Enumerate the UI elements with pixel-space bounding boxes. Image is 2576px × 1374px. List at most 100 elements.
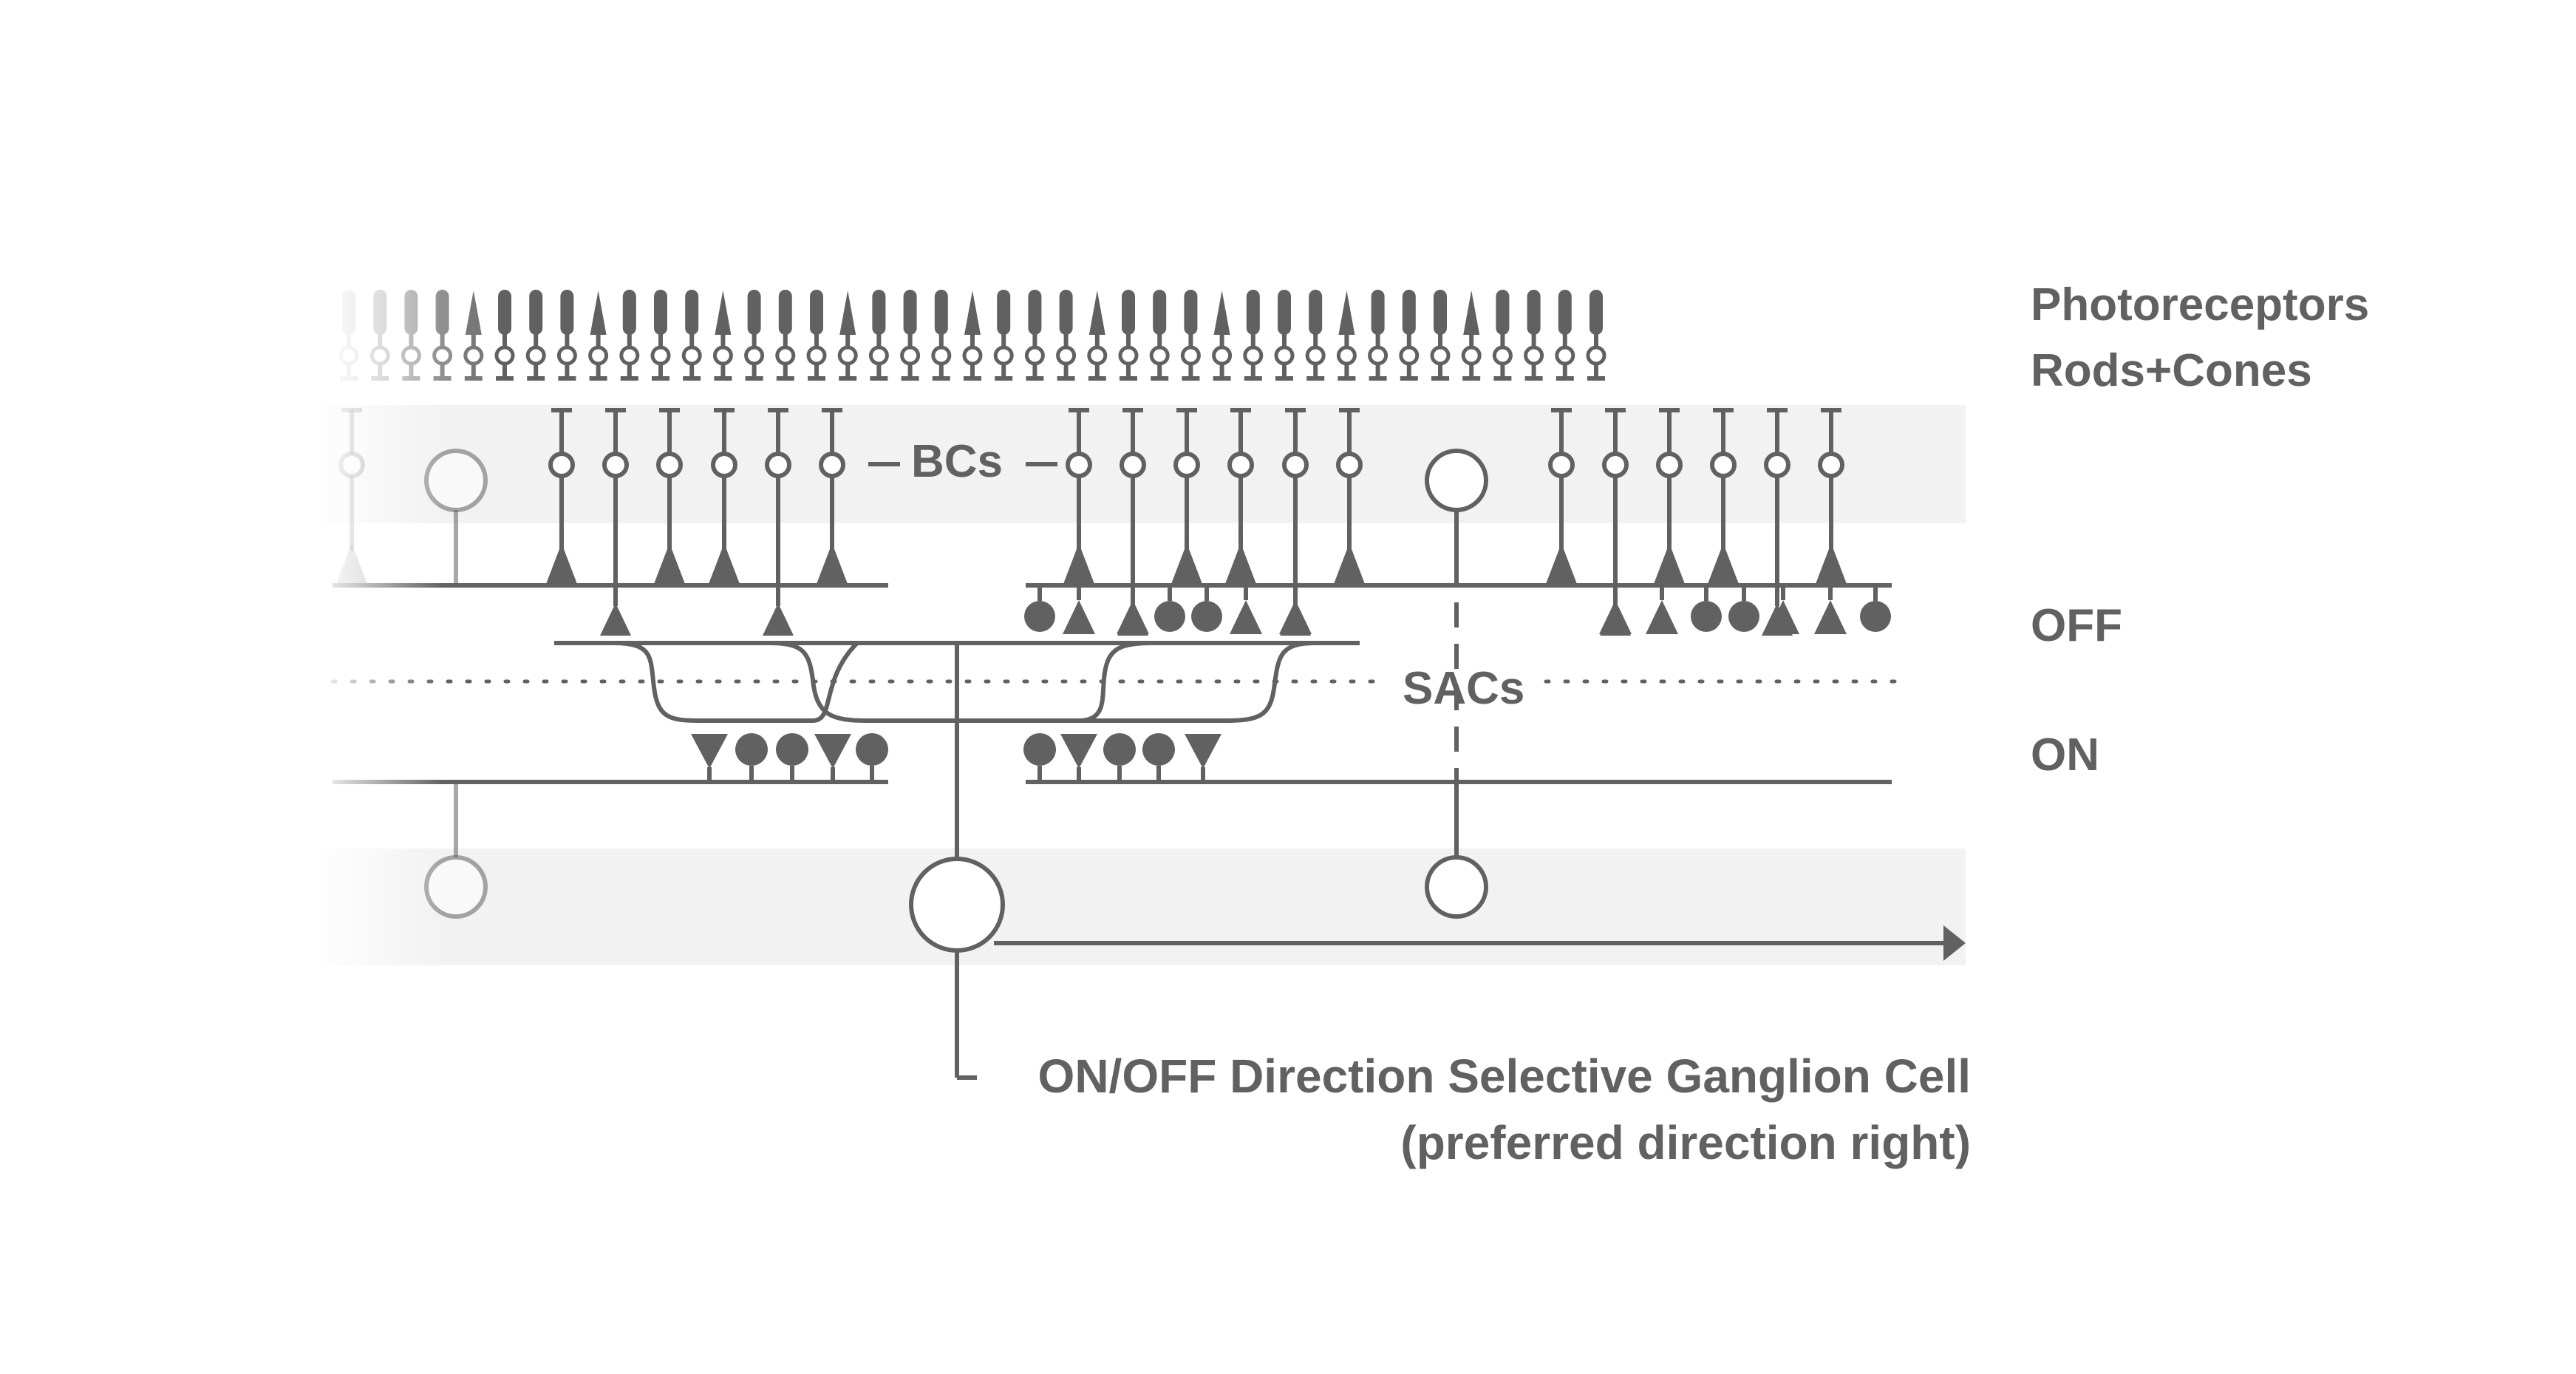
rod-outer-segment: [622, 290, 636, 335]
rod-outer-segment: [1153, 290, 1167, 335]
photoreceptor: [900, 290, 921, 381]
photoreceptor-soma: [1243, 345, 1264, 366]
bc-soma: [548, 452, 575, 478]
photoreceptor: [1461, 290, 1482, 381]
photoreceptor-soma: [556, 345, 577, 366]
rods-cones-label: Rods+Cones: [2031, 345, 2312, 396]
synapse-circle: [856, 733, 888, 766]
photoreceptor-soma: [1305, 345, 1326, 366]
dsgc-curve: [613, 641, 859, 723]
photoreceptor-soma: [1555, 345, 1575, 366]
rod-outer-segment: [810, 290, 823, 335]
off-bc-terminal-triangle: [1708, 543, 1739, 584]
bc-soma: [1818, 452, 1844, 478]
photoreceptor: [588, 290, 609, 381]
rod-outer-segment: [1059, 290, 1073, 335]
rod-outer-segment: [529, 290, 543, 335]
synapse-triangle-down: [691, 734, 728, 769]
synapse-circle: [1142, 733, 1175, 766]
bc-soma: [1120, 452, 1146, 478]
photoreceptor: [1274, 290, 1295, 381]
rod-outer-segment: [747, 290, 761, 335]
photoreceptor: [1212, 290, 1233, 381]
rod-outer-segment: [1184, 290, 1198, 335]
rod-outer-segment: [1246, 290, 1260, 335]
photoreceptor: [463, 290, 484, 381]
off-bc-terminal-triangle: [546, 543, 577, 584]
photoreceptor: [1118, 290, 1139, 381]
photoreceptor-layer: [338, 290, 1606, 381]
rod-outer-segment: [1496, 290, 1510, 335]
rod-outer-segment: [1371, 290, 1385, 335]
amacrine-soma-right: [1425, 449, 1488, 512]
bc-soma: [1336, 452, 1363, 478]
photoreceptor-soma: [681, 345, 702, 366]
photoreceptor-soma: [837, 345, 858, 366]
off-bc-terminal-triangle: [1171, 543, 1202, 584]
rod-outer-segment: [1278, 290, 1291, 335]
rod-outer-segment: [1028, 290, 1042, 335]
off-bc-terminal-triangle: [1654, 543, 1685, 584]
dsgc-title: ON/OFF Direction Selective Ganglion Cell: [1038, 1050, 1971, 1103]
cone-outer-segment: [1213, 290, 1230, 335]
bc-soma: [1173, 452, 1200, 478]
photoreceptor-soma: [463, 345, 484, 366]
photoreceptor: [1430, 290, 1451, 381]
dsgc-subtitle: (preferred direction right): [1400, 1116, 1971, 1169]
dsgc-curve: [768, 641, 1154, 723]
photoreceptor-soma: [806, 345, 827, 366]
on-gc-soma-right: [1425, 855, 1488, 919]
photoreceptor-soma: [868, 345, 889, 366]
synapse-triangle: [1814, 600, 1847, 634]
photoreceptor: [1243, 290, 1264, 381]
cone-outer-segment: [465, 290, 482, 335]
bc-soma: [1764, 452, 1790, 478]
arrow-right-icon: [1943, 925, 1966, 961]
cone-outer-segment: [964, 290, 981, 335]
photoreceptor: [1492, 290, 1513, 381]
photoreceptor-soma: [1586, 345, 1606, 366]
photoreceptor-soma: [1336, 345, 1357, 366]
sacs-label: SACs: [1403, 663, 1524, 714]
rod-outer-segment: [1122, 290, 1135, 335]
left-fade: [310, 281, 443, 990]
rod-outer-segment: [934, 290, 948, 335]
photoreceptor: [962, 290, 983, 381]
bc-soma: [819, 452, 845, 478]
photoreceptor: [1555, 290, 1575, 381]
rod-outer-segment: [498, 290, 511, 335]
bc-soma: [1656, 452, 1683, 478]
synapse-circle: [1154, 601, 1185, 632]
photoreceptor: [1149, 290, 1170, 381]
synapse-circle: [735, 733, 768, 766]
bc-soma: [1710, 452, 1737, 478]
photoreceptor-soma: [931, 345, 952, 366]
rod-outer-segment: [1527, 290, 1541, 335]
bc-soma: [1227, 452, 1254, 478]
synapse-circle: [1024, 601, 1055, 632]
photoreceptor-soma: [962, 345, 983, 366]
cone-outer-segment: [715, 290, 732, 335]
rod-outer-segment: [1402, 290, 1416, 335]
bc-soma: [765, 452, 791, 478]
photoreceptor-soma: [1056, 345, 1077, 366]
photoreceptor: [712, 290, 733, 381]
synapse-triangle: [1646, 600, 1678, 634]
photoreceptor: [993, 290, 1014, 381]
bc-soma: [656, 452, 683, 478]
photoreceptor-soma: [1212, 345, 1233, 366]
bc-soma: [602, 452, 629, 478]
photoreceptor: [650, 290, 671, 381]
photoreceptor: [556, 290, 577, 381]
photoreceptor: [1399, 290, 1420, 381]
synapse-triangle: [1279, 600, 1312, 634]
synapse-circle: [1103, 733, 1136, 766]
photoreceptor-soma: [744, 345, 765, 366]
photoreceptor: [1524, 290, 1544, 381]
rod-outer-segment: [1434, 290, 1447, 335]
photoreceptor: [494, 290, 515, 381]
photoreceptor: [1024, 290, 1045, 381]
photoreceptor-soma: [1087, 345, 1108, 366]
